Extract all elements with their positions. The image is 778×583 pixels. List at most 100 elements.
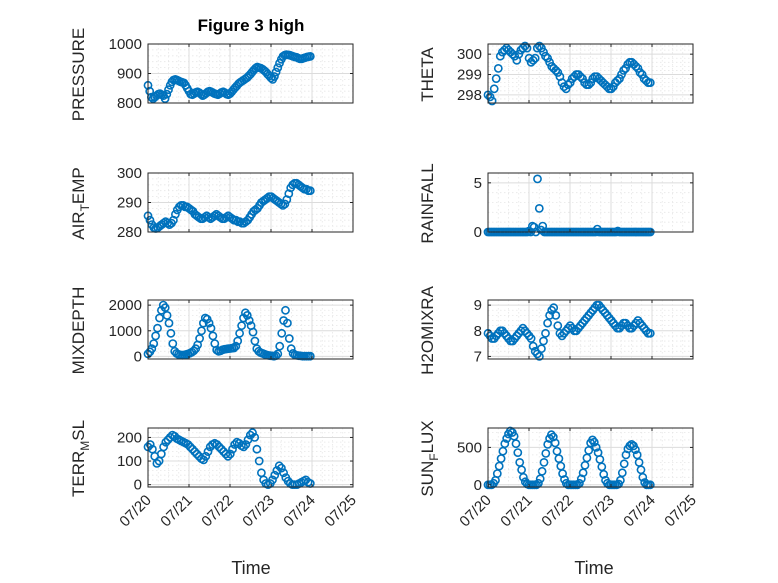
data-point [535,41,544,51]
data-point [537,466,547,476]
data-point [530,53,540,63]
x-tick-label: 07/21 [497,492,536,531]
y-tick-label: 298 [457,87,482,104]
data-point [535,351,544,361]
data-point [195,334,204,343]
data-point [197,326,206,336]
data-point [496,454,506,463]
data-point [492,469,502,478]
data-point [162,310,172,320]
data-point [248,428,257,438]
data-point [269,72,279,81]
data-point [237,321,246,331]
data-point [551,66,561,75]
y-tick-label: 800 [117,95,142,112]
axes-box [487,299,694,360]
data-point [239,442,248,452]
y-tick-label: 0 [474,477,482,494]
data-point [573,480,582,490]
axes-box [147,427,354,488]
y-tick-label: 300 [457,46,482,63]
data-point [155,313,164,323]
axes-box [487,427,694,488]
x-tick-label: 07/24 [620,492,659,531]
data-point [145,440,155,449]
data-point [270,470,280,480]
data-point [552,446,562,456]
data-point [526,334,536,343]
data-point [561,84,571,94]
data-point [162,89,172,99]
data-point [250,432,260,442]
data-point [541,448,551,458]
y-axis-label: AIRTEMP [69,167,92,240]
data-point [282,318,292,328]
data-point [533,174,542,184]
data-point [591,442,601,452]
data-point [532,349,542,359]
data-point [245,430,255,440]
data-point [185,442,195,452]
data-point [221,212,231,222]
data-point [623,59,633,69]
data-point [280,199,290,209]
y-tick-label: 290 [117,195,142,212]
data-point [229,343,239,353]
panel-mixdepth: 0 1000 2000 MIXDEPTH [69,287,354,375]
data-point [635,68,645,77]
data-point [231,341,241,351]
figure-title: Figure 3 high [198,16,305,35]
data-point [615,74,624,83]
data-point [617,468,627,478]
data-point [235,328,244,338]
data-point [168,339,178,348]
data-point [645,328,655,338]
y-tick-label: 500 [457,439,482,456]
data-point [161,437,171,447]
x-tick-label: 07/22 [538,492,577,531]
y-axis-label: MIXDEPTH [69,287,88,375]
data-point [204,318,214,328]
data-point [276,463,286,473]
data-point [532,480,541,490]
y-tick-label: 7 [474,348,482,365]
y-axis-label: PRESSURE [69,28,88,122]
x-tick-label: 07/21 [157,492,196,531]
data-point [250,336,260,346]
data-point [539,457,549,467]
y-tick-label: 9 [474,297,482,314]
data-point [551,310,561,320]
y-tick-label: 200 [117,429,142,446]
y-axis-label: RAINFALL [418,163,437,243]
data-point [188,444,197,454]
data-point [248,327,258,337]
data-point [589,437,599,447]
data-point [619,66,628,75]
data-point [160,94,170,103]
y-axis-label: H2OMIXRA [418,285,437,374]
panel-pressure: 800 900 1000 PRESSURE [69,28,354,122]
data-point [633,64,643,73]
data-point [279,468,288,478]
y-axis-label: THETA [418,47,437,102]
y-tick-label: 100 [117,453,142,470]
data-point [170,209,180,219]
data-point [543,318,552,328]
data-point [271,67,281,77]
data-point [189,346,199,356]
data-point [160,303,170,313]
y-tick-label: 300 [117,165,142,182]
data-point [221,449,231,459]
y-axis-label: TERRMSL [69,420,92,497]
data-point [582,453,592,463]
data-point [638,472,648,482]
data-point [619,459,629,469]
data-point [543,53,552,63]
data-point [152,458,162,468]
data-point [534,203,544,213]
data-point [559,82,569,92]
data-point [528,341,538,351]
data-point [301,184,311,194]
data-point [206,323,216,333]
